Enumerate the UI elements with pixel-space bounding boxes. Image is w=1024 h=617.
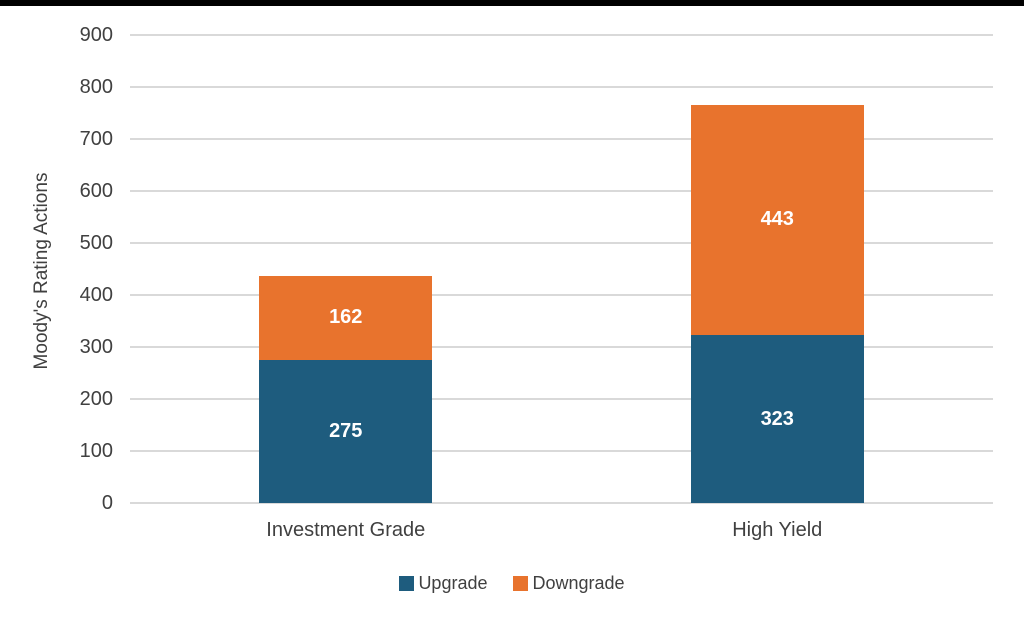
data-label: 323 — [760, 407, 794, 430]
y-tick-label: 900 — [79, 24, 113, 46]
gridline — [130, 190, 993, 192]
gridline — [130, 34, 993, 36]
bar-segment-downgrade: 443 — [690, 104, 864, 336]
legend: Upgrade Downgrade — [0, 570, 1024, 596]
bar-segment-upgrade: 323 — [690, 335, 864, 503]
gridline — [130, 294, 993, 296]
bar-segment-upgrade: 275 — [259, 360, 433, 503]
data-label: 443 — [760, 208, 794, 231]
gridline — [130, 346, 993, 348]
y-tick-label: 400 — [79, 284, 113, 306]
y-tick-label: 100 — [79, 440, 113, 462]
legend-swatch-icon — [399, 575, 415, 591]
gridline — [130, 242, 993, 244]
y-tick-label: 0 — [101, 492, 113, 514]
y-tick-label: 700 — [79, 128, 113, 150]
legend-label: Upgrade — [418, 572, 488, 593]
data-label: 275 — [329, 420, 363, 442]
gridline — [130, 86, 993, 88]
legend-label: Downgrade — [532, 572, 625, 593]
y-tick-label: 500 — [79, 232, 113, 254]
gridline — [130, 138, 993, 140]
y-tick-label: 300 — [79, 336, 113, 358]
legend-swatch-icon — [513, 575, 529, 591]
bar-segment-downgrade: 162 — [259, 275, 433, 360]
y-tick-label: 200 — [79, 388, 113, 410]
data-label: 162 — [329, 306, 363, 329]
gridline — [130, 450, 993, 452]
legend-item-downgrade: Downgrade — [513, 572, 625, 594]
top-black-bar — [0, 0, 1024, 6]
gridline — [130, 398, 993, 400]
y-tick-label: 800 — [79, 76, 113, 98]
legend-item-upgrade: Upgrade — [399, 573, 487, 594]
x-axis-category-label: Investment Grade — [266, 519, 426, 541]
x-axis-category-label: High Yield — [732, 519, 823, 541]
y-tick-label: 600 — [79, 180, 113, 202]
gridline — [130, 502, 993, 504]
